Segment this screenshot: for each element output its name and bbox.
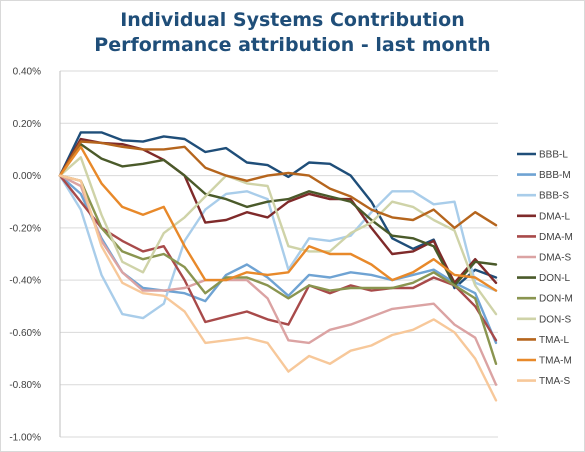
- series-line-dma-l: [58, 137, 498, 284]
- series-line-bbb-s: [58, 174, 498, 320]
- legend-item-dma-l: DMA-L: [517, 211, 571, 222]
- legend-item-bbb-s: BBB-S: [517, 191, 569, 202]
- legend-label: BBB-S: [539, 191, 569, 202]
- gridlines: [60, 70, 498, 438]
- series-line-tma-m: [58, 145, 498, 292]
- legend-item-dma-m: DMA-M: [517, 232, 573, 243]
- y-tick-label: 0.20%: [13, 119, 41, 130]
- legend-label: DMA-L: [539, 211, 571, 222]
- legend-item-tma-l: TMA-L: [517, 335, 569, 346]
- y-tick-label: -0.80%: [9, 380, 41, 391]
- legend-item-dma-s: DMA-S: [517, 253, 572, 264]
- legend-item-bbb-m: BBB-M: [517, 170, 571, 181]
- series-line-don-s: [58, 156, 498, 316]
- chart-subtitle: Performance attribution - last month: [94, 34, 491, 56]
- legend-item-tma-s: TMA-S: [517, 376, 570, 387]
- legend-item-tma-m: TMA-M: [517, 356, 572, 367]
- series-line-don-m: [58, 174, 498, 365]
- legend: BBB-L BBB-M BBB-S DMA-L DMA-M DMA-S DON-L DON-M…: [517, 150, 573, 387]
- y-tick-label: -1.00%: [9, 433, 41, 444]
- series-line-dma-s: [58, 174, 498, 386]
- legend-label: TMA-M: [539, 356, 572, 367]
- legend-label: DON-L: [539, 273, 571, 284]
- legend-label: BBB-L: [539, 150, 568, 161]
- y-tick-label: 0.00%: [13, 171, 41, 182]
- legend-label: BBB-M: [539, 170, 571, 181]
- series-lines: [58, 131, 498, 402]
- legend-label: DON-S: [539, 314, 572, 325]
- legend-item-don-m: DON-M: [517, 294, 573, 305]
- series-line-don-l: [58, 142, 498, 287]
- legend-item-don-l: DON-L: [517, 273, 571, 284]
- legend-item-don-s: DON-S: [517, 314, 572, 325]
- legend-label: DMA-S: [539, 253, 572, 264]
- series-line-bbb-l: [58, 131, 498, 290]
- legend-label: DMA-M: [539, 232, 573, 243]
- series-line-tma-l: [58, 140, 498, 230]
- y-axis: 0.40% 0.20% 0.00% -0.20% -0.40% -0.60% -0.80% -…: [9, 67, 61, 444]
- y-tick-label: 0.40%: [13, 67, 41, 78]
- y-tick-label: -0.60%: [9, 328, 41, 339]
- legend-label: TMA-L: [539, 335, 569, 346]
- legend-label: DON-M: [539, 294, 573, 305]
- legend-item-bbb-l: BBB-L: [517, 150, 568, 161]
- y-tick-label: -0.40%: [9, 276, 41, 287]
- series-line-tma-s: [58, 174, 498, 402]
- chart-title: Individual Systems Contribution: [120, 9, 465, 31]
- y-tick-label: -0.20%: [9, 223, 41, 234]
- legend-label: TMA-S: [539, 376, 570, 387]
